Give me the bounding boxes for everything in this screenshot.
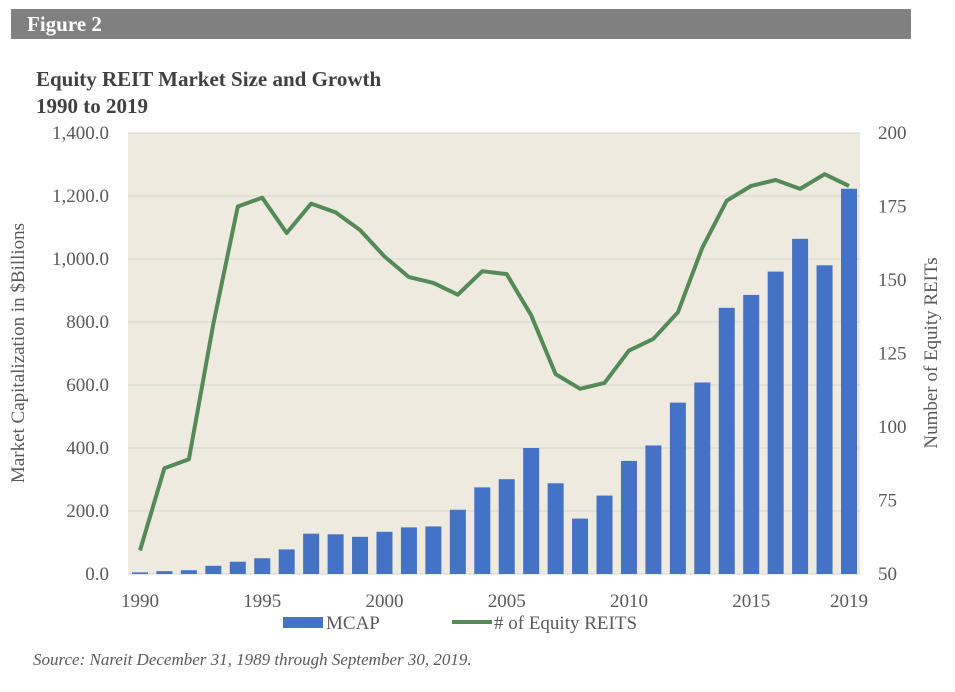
bar-mcap-2011 (645, 445, 662, 574)
y-tick-label: 1,400.0 (52, 123, 109, 144)
x-tick-label: 2010 (610, 591, 648, 612)
bar-mcap-2018 (816, 265, 833, 574)
y2-tick-labels: 50 75 100 125 150 175 200 (878, 123, 907, 585)
figure-label: Figure 2 (27, 12, 102, 36)
bar-mcap-1990 (132, 572, 148, 574)
chart-title: Equity REIT Market Size and Growth (36, 67, 382, 91)
reit-count-line (138, 172, 850, 552)
legend-label-mcap: MCAP (326, 613, 380, 634)
bar-mcap-2017 (792, 238, 809, 574)
x-tick-label: 2005 (488, 591, 526, 612)
bar-mcap-2015 (743, 294, 760, 574)
bar-mcap-2002 (425, 526, 442, 574)
bar-mcap-1997 (303, 533, 320, 574)
bar-mcap-1991 (156, 571, 173, 574)
x-tick-label: 2015 (732, 591, 770, 612)
y-tick-label: 600.0 (66, 375, 109, 396)
y-axis-label: Market Capitalization in $Billions (8, 223, 29, 483)
y2-tick-label: 200 (878, 123, 907, 144)
x-tick-labels: 1990 1995 2000 2005 2010 2015 2019 (121, 591, 868, 612)
bar-mcap-2010 (620, 460, 637, 574)
bar-mcap-1995 (254, 558, 271, 574)
y2-tick-label: 175 (878, 197, 907, 218)
x-tick-label: 2000 (365, 591, 403, 612)
bar-mcap-2003 (449, 509, 466, 574)
figure-label-bar: Figure 2 (11, 9, 911, 39)
bar-mcap-2007 (547, 483, 564, 574)
bar-mcap-2008 (572, 518, 589, 574)
y-tick-label: 200.0 (66, 501, 109, 522)
bar-mcap-2014 (718, 307, 735, 574)
bar-mcap-1996 (278, 549, 295, 574)
bar-mcap-1994 (229, 561, 246, 574)
chart-title-block: Equity REIT Market Size and Growth 1990 … (36, 66, 381, 120)
y2-tick-label: 125 (878, 344, 907, 365)
legend-swatch-mcap (283, 617, 323, 628)
y-tick-label: 1,000.0 (52, 249, 109, 270)
bar-mcap-1999 (352, 536, 369, 574)
y-tick-label: 1,200.0 (52, 186, 109, 207)
y2-tick-label: 50 (878, 564, 897, 585)
bar-mcap-2019 (841, 188, 857, 574)
bar-mcap-2013 (694, 382, 711, 574)
y-tick-labels: 0.0 200.0 400.0 600.0 800.0 1,000.0 1,200.0 1,4… (52, 123, 109, 585)
bar-mcap-2006 (523, 448, 540, 574)
source-note: Source: Nareit December 31, 1989 through… (33, 650, 472, 669)
legend-label-reits: # of Equity REITS (494, 613, 637, 634)
x-tick-label: 1995 (243, 591, 281, 612)
y2-tick-label: 100 (878, 417, 907, 438)
mcap-bars (132, 188, 857, 574)
bar-mcap-1992 (180, 570, 197, 574)
chart-subtitle: 1990 to 2019 (36, 94, 148, 118)
y-tick-label: 0.0 (85, 564, 109, 585)
y2-tick-label: 75 (878, 491, 897, 512)
bar-mcap-2016 (767, 271, 784, 574)
x-tick-label: 2019 (830, 591, 868, 612)
x-tick-label: 1990 (121, 591, 159, 612)
bar-mcap-2000 (376, 531, 393, 574)
bar-mcap-2001 (400, 527, 417, 574)
bar-mcap-2005 (498, 479, 515, 574)
bar-mcap-2012 (669, 402, 686, 574)
bar-mcap-1998 (327, 534, 344, 574)
bar-mcap-2004 (474, 487, 491, 574)
bar-mcap-1993 (205, 565, 222, 574)
y2-tick-label: 150 (878, 270, 907, 291)
y-tick-label: 800.0 (66, 312, 109, 333)
plot-area (128, 133, 860, 574)
y-tick-label: 400.0 (66, 438, 109, 459)
bar-mcap-2009 (596, 495, 613, 574)
y2-axis-label: Number of Equity REITs (921, 257, 942, 448)
legend: MCAP # of Equity REITS (283, 613, 637, 634)
